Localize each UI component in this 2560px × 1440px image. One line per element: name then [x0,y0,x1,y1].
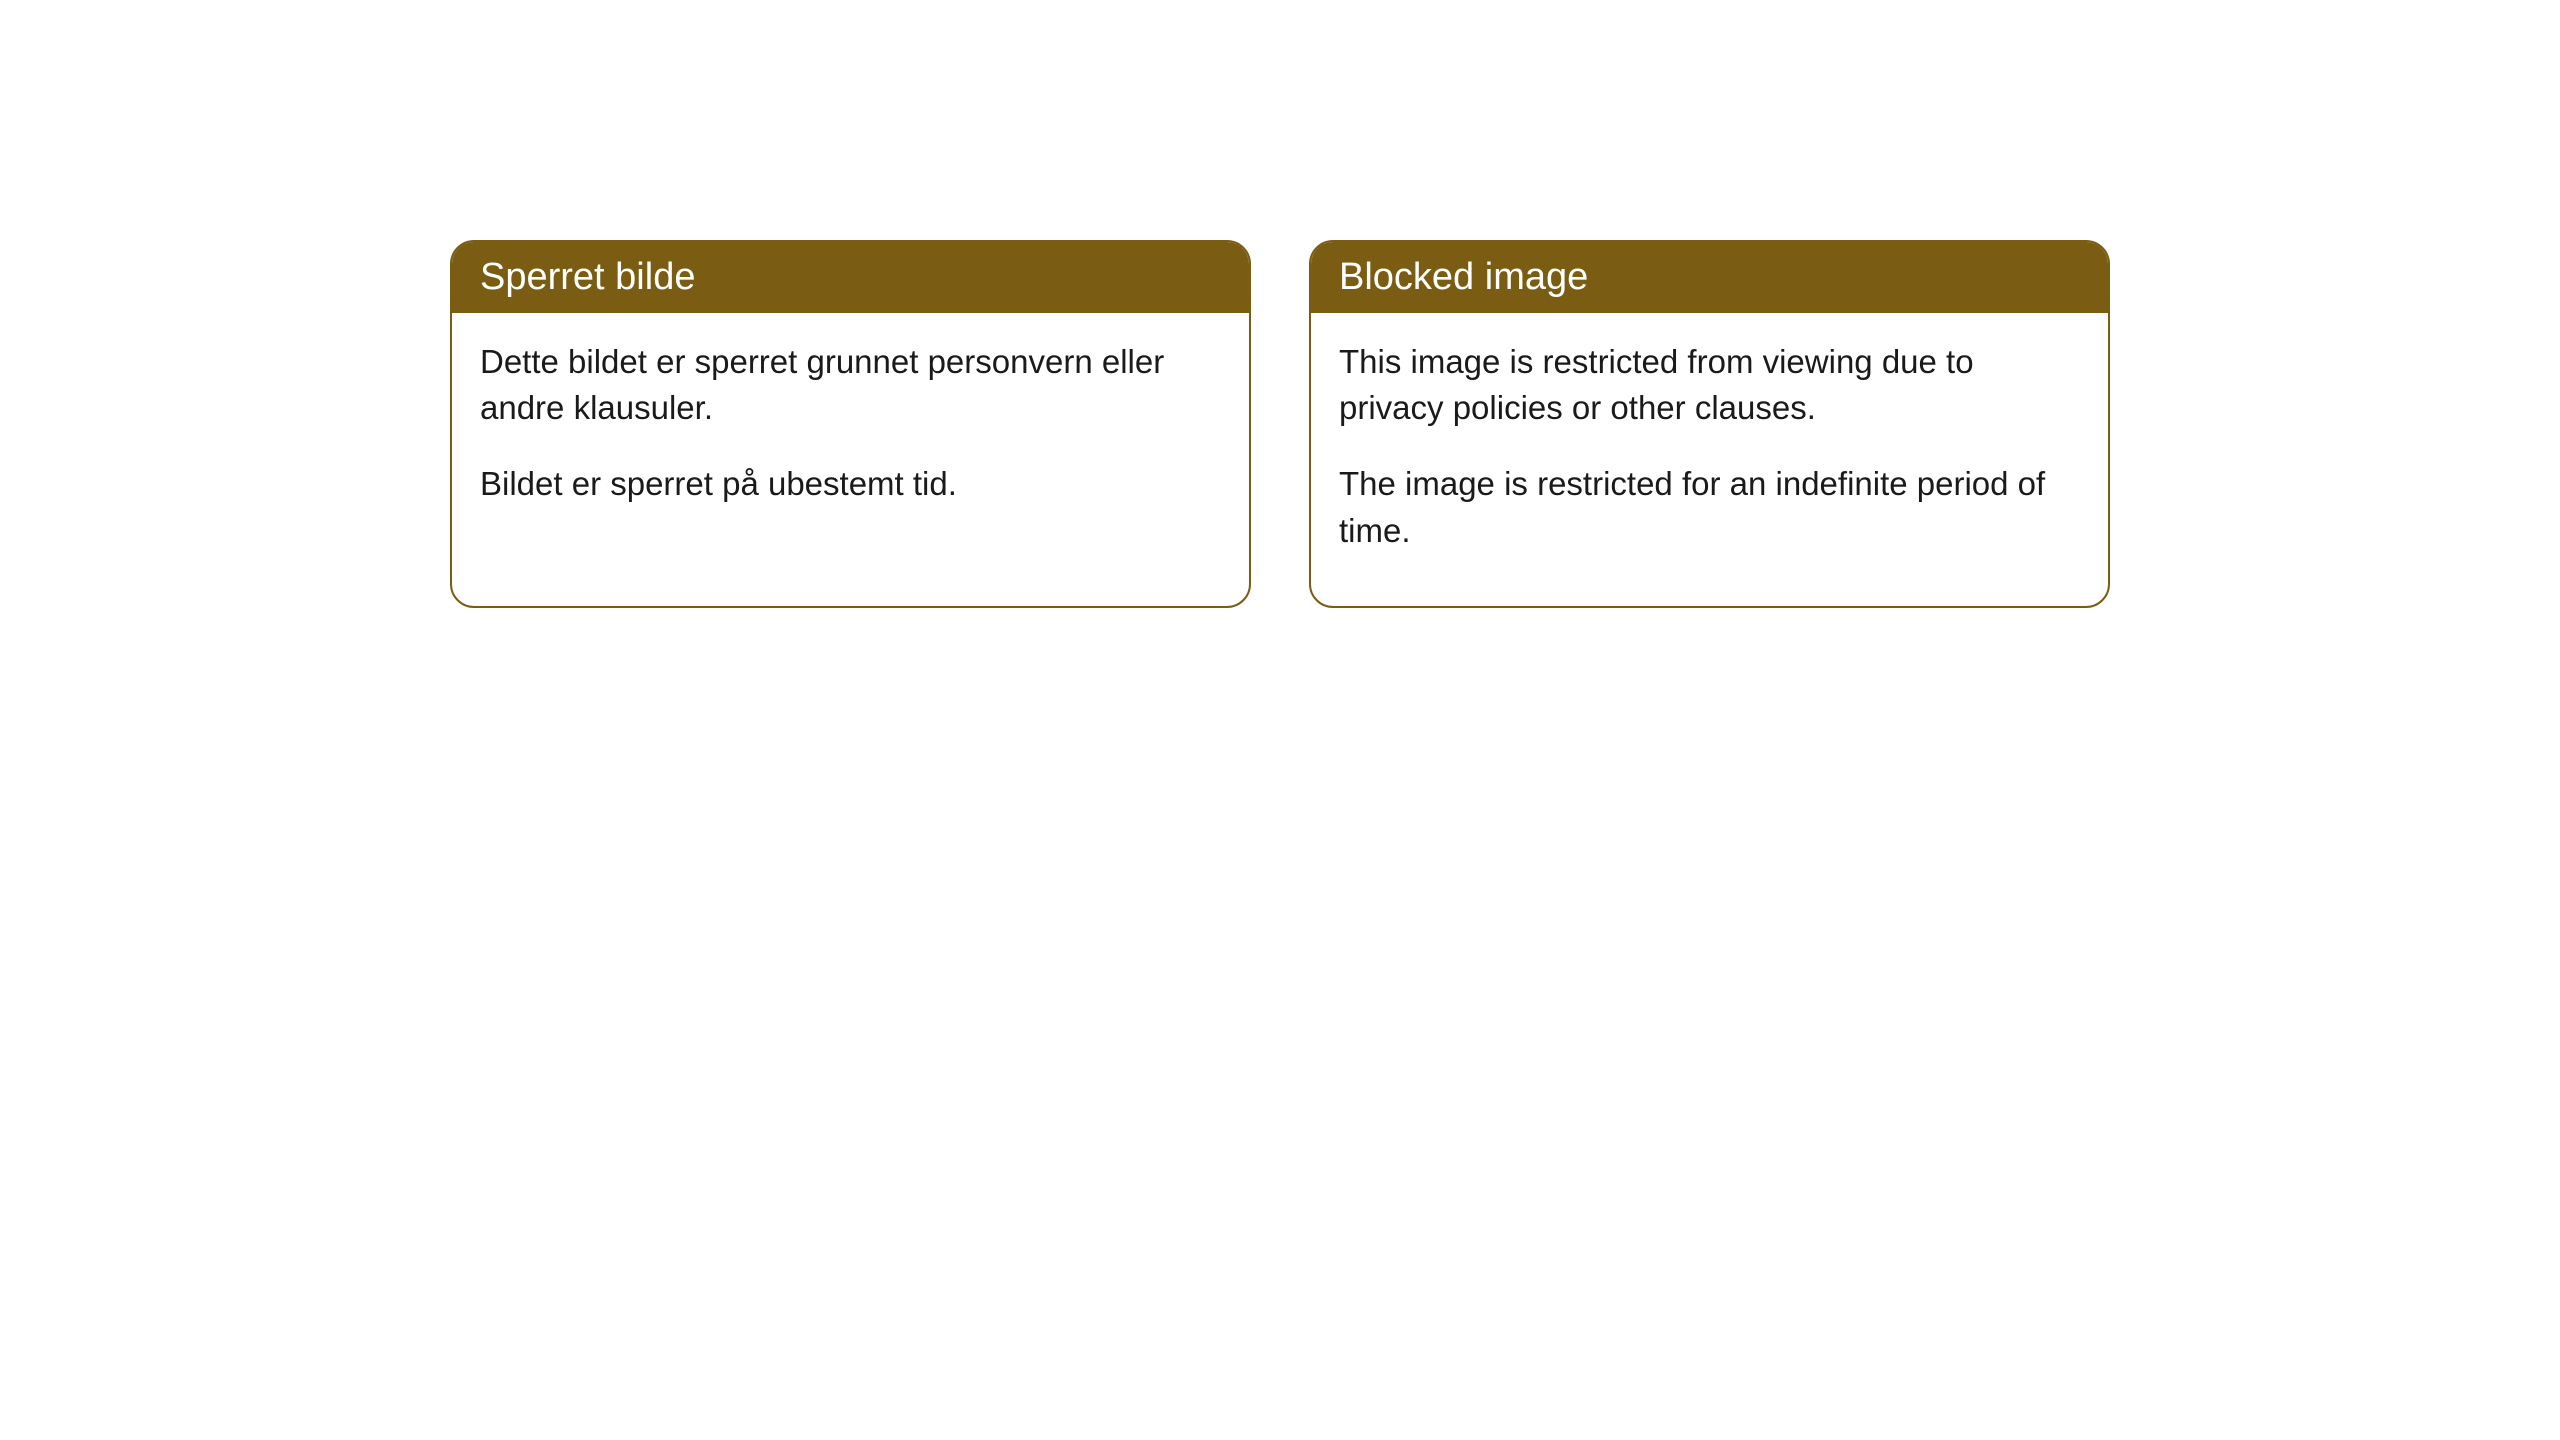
card-body-norwegian: Dette bildet er sperret grunnet personve… [452,313,1249,560]
card-paragraph-2: Bildet er sperret på ubestemt tid. [480,461,1221,507]
card-body-english: This image is restricted from viewing du… [1311,313,2108,606]
card-paragraph-2: The image is restricted for an indefinit… [1339,461,2080,553]
card-header-english: Blocked image [1311,242,2108,313]
card-paragraph-1: This image is restricted from viewing du… [1339,339,2080,431]
card-english: Blocked image This image is restricted f… [1309,240,2110,608]
card-norwegian: Sperret bilde Dette bildet er sperret gr… [450,240,1251,608]
card-title: Sperret bilde [480,256,695,298]
cards-container: Sperret bilde Dette bildet er sperret gr… [450,240,2110,608]
card-header-norwegian: Sperret bilde [452,242,1249,313]
card-paragraph-1: Dette bildet er sperret grunnet personve… [480,339,1221,431]
card-title: Blocked image [1339,256,1588,298]
